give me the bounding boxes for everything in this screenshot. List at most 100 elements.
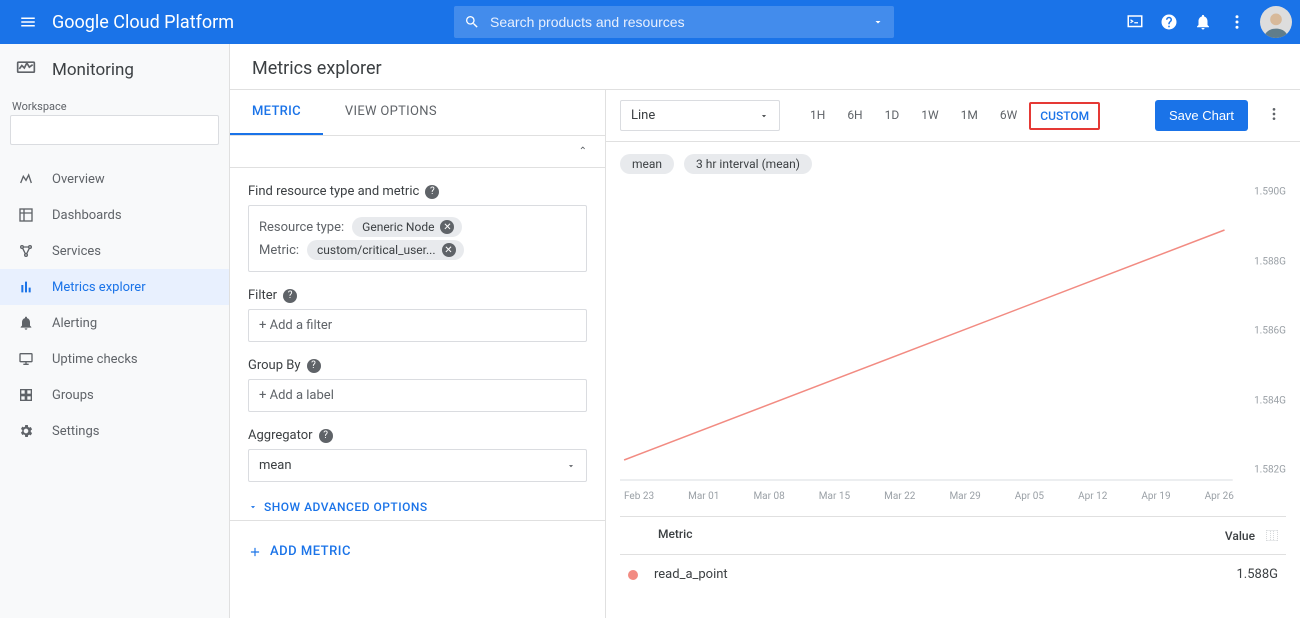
chevron-down-icon (566, 461, 576, 471)
sidebar-item-label: Dashboards (52, 208, 122, 223)
add-label[interactable]: + Add a label (248, 379, 587, 412)
x-axis-label: Apr 05 (1015, 491, 1044, 502)
sidebar-item-alerting[interactable]: Alerting (0, 305, 229, 341)
find-label: Find resource type and metric (248, 184, 419, 199)
help-icon[interactable] (1152, 13, 1186, 31)
collapse-icon[interactable]: ⌃ (579, 146, 587, 157)
sidebar-item-label: Groups (52, 388, 94, 403)
filter-label: Filter (248, 288, 277, 303)
y-axis-label: 1.582G (1254, 465, 1286, 476)
sidebar-item-label: Services (52, 244, 101, 259)
tab-metric[interactable]: METRIC (230, 90, 323, 135)
more-vert-icon[interactable] (1262, 102, 1286, 130)
save-chart-button[interactable]: Save Chart (1155, 100, 1248, 131)
search-icon (464, 14, 480, 30)
topbar: Google Cloud Platform (0, 0, 1300, 44)
add-metric-button[interactable]: ADD METRIC (248, 533, 587, 569)
chart-type-select[interactable]: Line (620, 100, 780, 131)
x-axis-label: Mar 01 (688, 491, 719, 502)
sidebar-item-services[interactable]: Services (0, 233, 229, 269)
sidebar-item-label: Alerting (52, 316, 97, 331)
y-axis-label: 1.590G (1254, 187, 1286, 198)
avatar[interactable] (1260, 6, 1292, 38)
nav-icon (16, 351, 36, 367)
product-logo[interactable]: Google Cloud Platform (52, 12, 234, 33)
chart-area: 1.590G 1.588G 1.586G 1.584G 1.582G Feb 23 Mar… (620, 182, 1286, 502)
help-icon[interactable]: ? (319, 429, 333, 443)
search-input[interactable] (490, 14, 872, 30)
x-axis-label: Mar 15 (819, 491, 850, 502)
help-icon[interactable]: ? (425, 185, 439, 199)
sidebar-item-label: Overview (52, 172, 105, 187)
y-axis-label: 1.584G (1254, 395, 1286, 406)
resource-type-label: Resource type: (259, 220, 344, 235)
dropdown-icon[interactable] (872, 16, 884, 28)
close-icon[interactable]: ✕ (440, 220, 454, 234)
nav-icon (16, 171, 36, 187)
sidebar-item-metrics-explorer[interactable]: Metrics explorer (0, 269, 229, 305)
chevron-down-icon (248, 502, 258, 512)
aggregator-label: Aggregator (248, 428, 313, 443)
x-axis-label: Apr 26 (1205, 491, 1234, 502)
series-row[interactable]: read_a_point 1.588G (620, 555, 1286, 594)
metric-chip[interactable]: custom/critical_user...✕ (307, 240, 463, 260)
groupby-label: Group By (248, 358, 301, 373)
nav-icon (16, 315, 36, 331)
show-advanced-button[interactable]: SHOW ADVANCED OPTIONS (248, 500, 587, 514)
plus-icon (248, 545, 262, 559)
sidebar-item-label: Metrics explorer (52, 280, 146, 295)
search-box[interactable] (454, 6, 894, 38)
workspace-label: Workspace (12, 100, 219, 113)
x-axis-label: Mar 22 (884, 491, 915, 502)
series-name: read_a_point (654, 567, 728, 582)
range-1w[interactable]: 1W (911, 102, 948, 130)
nav-icon (16, 423, 36, 439)
resource-metric-box[interactable]: Resource type: Generic Node✕ Metric: cus… (248, 205, 587, 272)
sidebar-item-settings[interactable]: Settings (0, 413, 229, 449)
sidebar-title: Monitoring (52, 60, 134, 80)
range-custom[interactable]: CUSTOM (1029, 102, 1100, 130)
chart-pill: 3 hr interval (mean) (684, 154, 812, 174)
x-axis-label: Apr 12 (1078, 491, 1107, 502)
legend-value-header: Value (1225, 529, 1255, 543)
x-axis-label: Mar 08 (753, 491, 784, 502)
range-1h[interactable]: 1H (800, 102, 835, 130)
range-1d[interactable]: 1D (875, 102, 910, 130)
notifications-icon[interactable] (1186, 13, 1220, 31)
page-title: Metrics explorer (230, 44, 1300, 90)
close-icon[interactable]: ✕ (442, 243, 456, 257)
sidebar-item-label: Settings (52, 424, 99, 439)
y-axis-label: 1.588G (1254, 256, 1286, 267)
hamburger-icon[interactable] (8, 13, 48, 31)
x-axis-label: Apr 19 (1141, 491, 1170, 502)
sidebar-item-overview[interactable]: Overview (0, 161, 229, 197)
x-axis-label: Feb 23 (624, 491, 654, 502)
nav-icon (16, 207, 36, 223)
help-icon[interactable]: ? (283, 289, 297, 303)
sidebar-item-uptime-checks[interactable]: Uptime checks (0, 341, 229, 377)
x-axis-label: Mar 29 (949, 491, 980, 502)
monitoring-icon (16, 58, 38, 82)
range-1m[interactable]: 1M (951, 102, 988, 130)
legend-metric-header: Metric (658, 527, 692, 544)
aggregator-select[interactable]: mean (248, 449, 587, 482)
sidebar-item-dashboards[interactable]: Dashboards (0, 197, 229, 233)
sidebar-item-label: Uptime checks (52, 352, 138, 367)
range-6w[interactable]: 6W (990, 102, 1027, 130)
more-vert-icon[interactable] (1220, 13, 1254, 31)
tab-view-options[interactable]: VIEW OPTIONS (323, 90, 459, 135)
series-color-dot (628, 570, 638, 580)
sidebar: Monitoring Workspace Overview Dashboards S… (0, 44, 230, 618)
nav-icon (16, 387, 36, 403)
range-6h[interactable]: 6H (837, 102, 872, 130)
resource-type-chip[interactable]: Generic Node✕ (352, 217, 462, 237)
cloud-shell-icon[interactable] (1118, 13, 1152, 31)
chart-pill: mean (620, 154, 674, 174)
workspace-select[interactable] (10, 115, 219, 145)
sidebar-item-groups[interactable]: Groups (0, 377, 229, 413)
y-axis-label: 1.586G (1254, 326, 1286, 337)
columns-icon[interactable]: ⿲ (1263, 529, 1278, 543)
add-filter[interactable]: + Add a filter (248, 309, 587, 342)
chevron-down-icon (759, 111, 769, 121)
help-icon[interactable]: ? (307, 359, 321, 373)
